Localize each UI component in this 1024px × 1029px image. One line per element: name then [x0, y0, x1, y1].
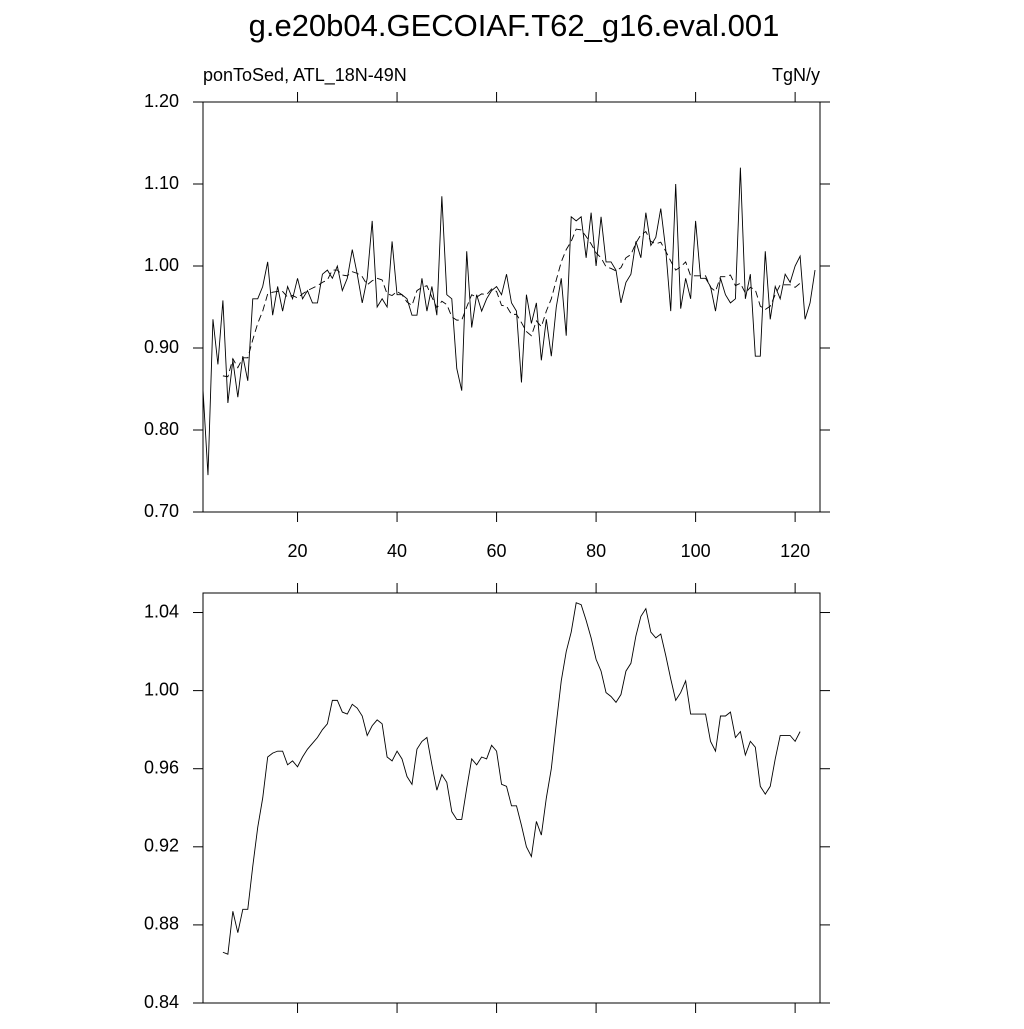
- y-tick-label: 0.90: [144, 337, 179, 357]
- x-tick-label: 40: [387, 541, 407, 561]
- subtitle-right: TgN/y: [772, 65, 820, 85]
- y-tick-label: 0.84: [144, 992, 179, 1012]
- plot-frame: [202, 101, 821, 513]
- y-tick-label: 0.92: [144, 836, 179, 856]
- plot-frame: [202, 592, 821, 1004]
- x-tick-label: 60: [487, 541, 507, 561]
- y-tick-label: 1.00: [144, 255, 179, 275]
- y-tick-label: 1.20: [144, 91, 179, 111]
- x-tick-label: 20: [288, 541, 308, 561]
- chart-title: g.e20b04.GECOIAF.T62_g16.eval.001: [249, 8, 780, 43]
- y-tick-label: 0.70: [144, 501, 179, 521]
- y-tick-label: 0.96: [144, 757, 179, 777]
- x-tick-label: 120: [780, 541, 810, 561]
- y-tick-label: 1.00: [144, 679, 179, 699]
- y-tick-label: 1.04: [144, 601, 179, 621]
- data-line: [202, 167, 816, 476]
- subtitle-left: ponToSed, ATL_18N-49N: [203, 65, 407, 86]
- data-line: [222, 602, 801, 955]
- y-tick-label: 0.80: [144, 419, 179, 439]
- y-tick-label: 1.10: [144, 173, 179, 193]
- x-tick-label: 80: [586, 541, 606, 561]
- x-tick-label: 100: [681, 541, 711, 561]
- y-tick-label: 0.88: [144, 914, 179, 934]
- data-line: [222, 228, 801, 378]
